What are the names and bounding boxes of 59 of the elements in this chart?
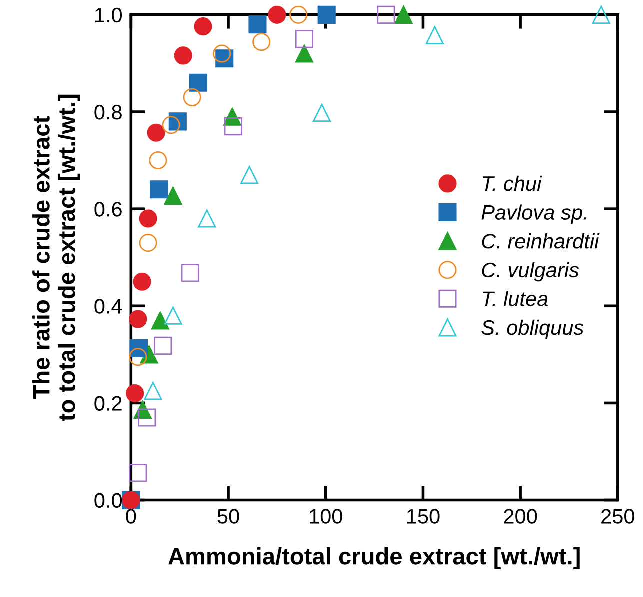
legend-label: T. chui <box>482 176 542 192</box>
point <box>150 180 168 199</box>
point <box>224 118 242 136</box>
point <box>183 88 202 106</box>
point <box>213 44 232 63</box>
point <box>168 112 187 131</box>
y-tick-label: 0.0 <box>94 493 122 508</box>
point <box>147 124 166 142</box>
point <box>394 6 413 24</box>
point <box>248 16 267 34</box>
x-tick-label: 200 <box>504 509 538 524</box>
point <box>189 74 208 92</box>
point <box>252 33 271 52</box>
legend-label: C. vulgaris <box>482 262 580 282</box>
y-axis-title: The ratio of crude extract to total crude extract [wt./wt.] <box>32 94 80 422</box>
point <box>318 6 336 24</box>
x-tick-label: 150 <box>407 509 440 524</box>
point <box>312 104 332 122</box>
point <box>144 382 162 400</box>
x-tick-label: 250 <box>602 509 634 524</box>
point <box>268 6 286 24</box>
point <box>162 116 180 134</box>
point <box>139 210 158 228</box>
y-tick-label: 0.2 <box>94 396 122 411</box>
y-tick-label: 0.4 <box>94 299 122 314</box>
y-tick-label: 0.6 <box>94 202 122 217</box>
point <box>129 464 148 482</box>
point <box>129 348 148 366</box>
point <box>138 408 156 427</box>
point <box>181 264 200 282</box>
point <box>240 166 259 184</box>
point <box>295 30 314 48</box>
point <box>295 44 314 63</box>
point <box>377 6 396 24</box>
point <box>164 186 182 205</box>
x-tick-label: 0 <box>126 509 136 524</box>
x-axis-title: Ammonia/total crude extract [wt./wt.] <box>168 547 580 570</box>
y-tick-label: 1.0 <box>95 8 122 23</box>
point <box>194 18 212 36</box>
point <box>133 272 152 291</box>
point <box>151 312 170 330</box>
legend-label: C. reinhardtii <box>482 233 600 249</box>
point <box>149 152 168 170</box>
x-tick-label: 50 <box>218 509 240 524</box>
x-tick-label: 100 <box>310 509 342 524</box>
point <box>290 6 308 24</box>
point <box>126 384 144 403</box>
point <box>592 6 610 24</box>
point <box>174 46 192 65</box>
point <box>164 306 182 325</box>
legend-label: S. obliquus <box>482 320 584 340</box>
point <box>198 210 216 228</box>
point <box>129 310 148 328</box>
point <box>426 26 444 44</box>
legend-label: T. lutea <box>482 291 548 306</box>
y-tick-label: 0.8 <box>94 105 122 120</box>
point <box>154 336 172 355</box>
point <box>139 234 158 252</box>
legend-label: Pavlova sp. <box>482 204 586 224</box>
